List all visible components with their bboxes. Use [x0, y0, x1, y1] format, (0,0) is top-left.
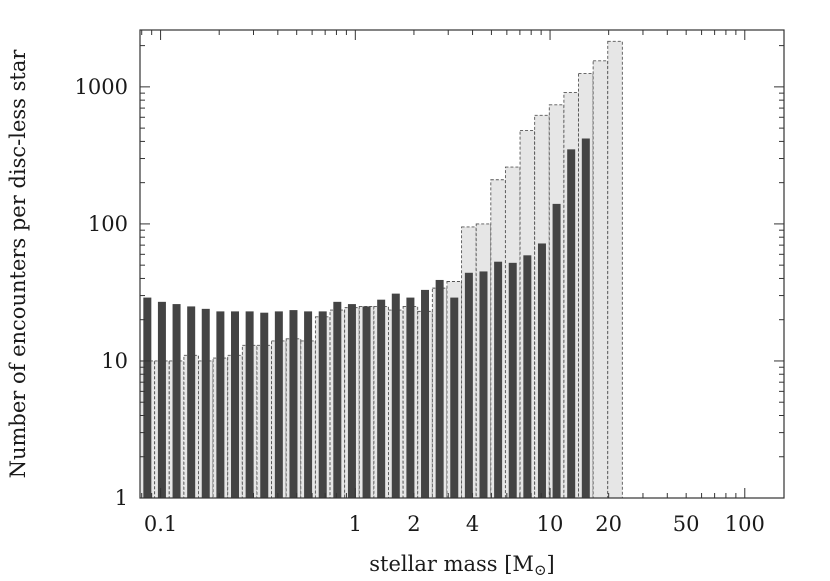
bar-dark — [391, 293, 400, 498]
series-solid-dark — [143, 138, 590, 499]
bar-dark — [187, 306, 196, 498]
bar-dark — [318, 311, 327, 498]
bar-dark — [537, 243, 546, 498]
bar-dark — [172, 304, 181, 498]
bar-dark — [479, 271, 488, 498]
bar-dark — [450, 297, 459, 498]
bar-dark — [523, 255, 532, 498]
y-tick-labels: 1 10 100 1000 — [75, 75, 128, 510]
bar-dark — [231, 311, 240, 498]
y-tick-label: 10 — [101, 349, 128, 373]
y-axis-label: Number of encounters per disc-less star — [6, 49, 30, 479]
x-tick-label: 50 — [673, 512, 700, 536]
x-tick-labels: 0.1 1 2 4 10 20 50 100 — [144, 512, 765, 536]
x-tick-label: 1 — [349, 512, 362, 536]
bar-light — [607, 40, 623, 499]
x-tick-label: 4 — [466, 512, 479, 536]
bar-dark — [362, 306, 371, 498]
bar-dark — [377, 299, 386, 498]
y-tick-label: 1000 — [75, 75, 128, 99]
x-tick-label: 20 — [595, 512, 622, 536]
bar-dark — [435, 279, 444, 498]
x-tick-label: 0.1 — [144, 512, 177, 536]
plot-frame — [139, 29, 785, 499]
bar-dark — [567, 149, 576, 499]
bar-dark — [245, 311, 254, 498]
bar-dark — [494, 261, 503, 498]
axis-ticks — [140, 30, 784, 499]
bar-dark — [333, 301, 342, 498]
x-tick-label: 2 — [407, 512, 420, 536]
bar-dark — [143, 297, 152, 498]
bar-dark — [581, 138, 590, 498]
bar-dark — [464, 272, 473, 498]
x-axis-label: stellar mass [M⊙] — [369, 552, 554, 579]
bar-dark — [216, 311, 225, 498]
bar-dark — [347, 304, 356, 498]
x-tick-label: 10 — [537, 512, 564, 536]
bar-dark — [552, 203, 561, 499]
bar-dark — [421, 289, 430, 498]
y-tick-label: 100 — [88, 212, 128, 236]
bar-dark — [201, 308, 210, 498]
bar-dark — [289, 310, 298, 498]
bar-dark — [274, 311, 283, 498]
bar-light — [592, 60, 609, 499]
x-tick-label: 100 — [725, 512, 765, 536]
bar-dark — [304, 311, 313, 498]
bar-dark — [508, 262, 517, 498]
y-tick-label: 1 — [115, 486, 128, 510]
bar-dark — [260, 312, 269, 498]
bar-dark — [406, 297, 415, 498]
bar-dark — [157, 301, 166, 498]
